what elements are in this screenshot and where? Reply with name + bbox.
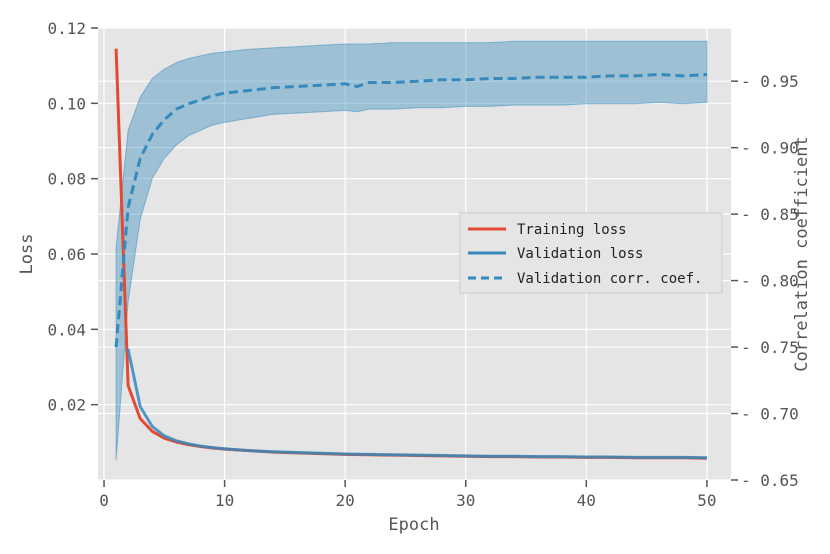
corr-coef-band [115,40,708,461]
confidence-band [115,40,708,461]
x-tick-label: 50 [697,491,716,510]
x-tick-label: 10 [215,491,234,510]
y2-tick-label: - 0.70 [741,405,799,424]
y2-axis-ticks: - 0.65 - 0.70 - 0.75 - 0.80 - 0.85 - 0.90 - 0.… [731,72,799,490]
x-tick-label: 20 [336,491,355,510]
y-axis-ticks: 0.02 0.04 0.06 0.08 0.10 0.12 [47,19,98,415]
y-tick-label: 0.02 [47,396,86,415]
validation-loss-line [126,348,707,460]
y2-tick-label: - 0.75 [741,338,799,357]
y-tick-label: 0.06 [47,245,86,264]
validation-corr-coef-line [114,73,707,348]
x-axis-ticks: 0 10 20 30 40 50 [99,480,717,510]
legend-label-validation-corr-coef: Validation corr. coef. [517,271,702,287]
legend-label-validation-loss: Validation loss [517,246,643,262]
series-lines [114,48,707,460]
x-tick-label: 40 [577,491,596,510]
y-axis-label: Loss [17,234,37,275]
y2-tick-label: - 0.80 [741,272,799,291]
legend-label-training-loss: Training loss [517,222,627,238]
y2-tick-label: - 0.85 [741,205,799,224]
y2-tick-label: - 0.95 [741,72,799,91]
x-tick-label: 30 [456,491,475,510]
legend: Training loss Validation loss Validation… [459,212,723,294]
y-tick-label: 0.04 [47,320,86,339]
x-tick-label: 0 [99,491,109,510]
y-tick-label: 0.10 [47,94,86,113]
y2-tick-label: - 0.65 [741,471,799,490]
y-tick-label: 0.08 [47,170,86,189]
y2-axis-label: Correlation coefficient [792,136,812,371]
y2-tick-label: - 0.90 [741,139,799,158]
x-axis-label: Epoch [388,515,439,535]
y-tick-label: 0.12 [47,19,86,38]
